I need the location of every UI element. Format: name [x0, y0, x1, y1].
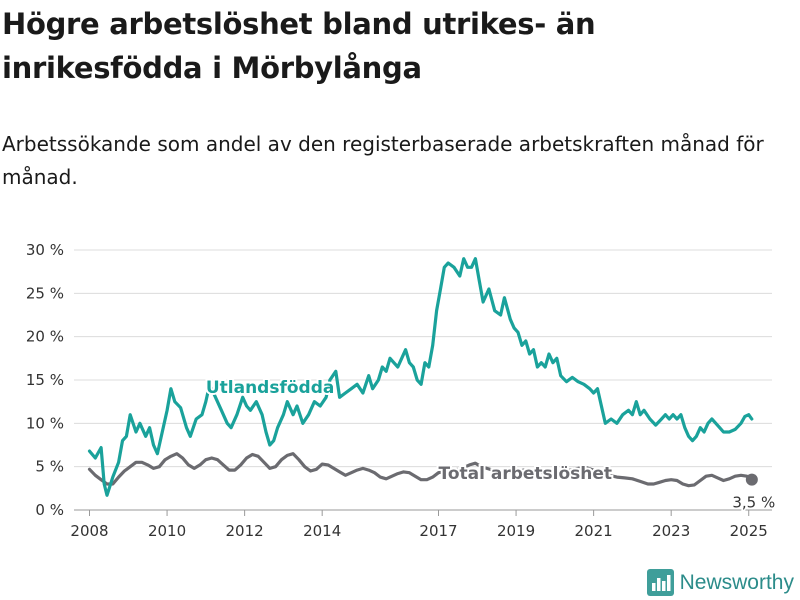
y-tick-label: 0 %	[35, 501, 64, 519]
series-lines	[87, 257, 758, 497]
x-tick-label: 2025	[730, 522, 768, 540]
series-label-total: Total arbetslöshet	[439, 464, 613, 484]
x-tick-label: 2021	[575, 522, 613, 540]
brand: Newsworthy	[646, 569, 794, 596]
y-tick-label: 10 %	[26, 414, 64, 432]
end-value-label: 3,5 %	[732, 494, 775, 512]
y-axis: 0 % 5 % 10 % 15 % 20 % 25 % 30 %	[26, 241, 64, 519]
y-tick-label: 15 %	[26, 371, 64, 389]
series-label-utlandsfodda: Utlandsfödda	[206, 378, 335, 398]
y-tick-label: 30 %	[26, 241, 64, 259]
x-tick-label: 2014	[303, 522, 341, 540]
series-labels: Utlandsfödda Total arbetslöshet 3,5 %	[204, 376, 777, 513]
x-tick-label: 2017	[419, 522, 457, 540]
total-endpoint-marker	[745, 473, 758, 486]
series-line-total	[87, 452, 754, 488]
bar-chart-logo-icon	[646, 569, 674, 596]
chart-subtitle: Arbetssökande som andel av den registerb…	[2, 132, 764, 189]
x-axis: 2008 2010 2012 2014 2017 2019 2021 2023 2025	[70, 510, 768, 540]
x-tick-label: 2019	[497, 522, 535, 540]
brand-name: Newsworthy	[679, 570, 794, 594]
x-tick-label: 2008	[70, 522, 108, 540]
y-tick-label: 5 %	[35, 458, 64, 476]
x-tick-label: 2012	[226, 522, 264, 540]
series-line-utlandsfodda	[87, 257, 754, 497]
chart-title: Högre arbetslöshet bland utrikes- än inr…	[2, 7, 596, 85]
x-tick-label: 2010	[148, 522, 186, 540]
y-tick-label: 20 %	[26, 328, 64, 346]
y-tick-label: 25 %	[26, 284, 64, 302]
x-tick-label: 2023	[652, 522, 690, 540]
line-chart: 0 %5 %10 %15 %20 %25 %30 % 2008 2010 2012 2…	[26, 241, 777, 540]
